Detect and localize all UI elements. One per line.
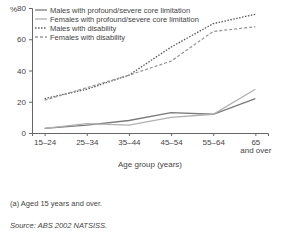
x-tick-mark xyxy=(255,133,256,136)
y-tick-mark xyxy=(29,133,32,134)
x-tick-mark xyxy=(129,133,130,136)
legend-swatch xyxy=(35,18,47,19)
x-tick-label: 55–64 xyxy=(203,138,226,147)
series-line xyxy=(45,27,256,100)
y-tick: 80 xyxy=(17,4,32,13)
y-tick-label: 0 xyxy=(22,129,27,138)
y-tick-label: 20 xyxy=(17,98,26,107)
x-tick: 25–34 xyxy=(76,133,99,147)
note: (a) Aged 15 years and over. xyxy=(10,199,102,208)
x-tick-label: 35–44 xyxy=(118,138,141,147)
legend-label: Males with profound/severe core limitati… xyxy=(50,6,190,15)
x-tick-mark xyxy=(87,133,88,136)
y-tick: 40 xyxy=(17,67,32,76)
x-axis: 15–24 25–34 35–44 45–54 55–64 65and over xyxy=(33,133,272,155)
legend-label: Females with disability xyxy=(50,33,125,42)
y-tick: 0 xyxy=(22,129,32,138)
x-tick: 55–64 xyxy=(203,133,226,147)
x-tick-label: 65and over xyxy=(240,138,271,156)
x-axis-line xyxy=(33,134,269,137)
legend-label: Males with disability xyxy=(50,24,117,33)
x-tick: 45–54 xyxy=(160,133,183,147)
y-axis-line xyxy=(29,9,33,134)
x-tick: 65and over xyxy=(240,133,271,155)
legend-swatch xyxy=(35,36,47,37)
note: Source: ABS 2002 NATSISS. xyxy=(10,221,107,230)
x-tick-mark xyxy=(213,133,214,136)
y-axis: 0 20 40 60 80 xyxy=(17,4,32,138)
y-tick-mark xyxy=(29,39,32,40)
y-tick-mark xyxy=(29,102,32,103)
y-axis-title: % xyxy=(10,5,17,14)
legend-label: Females with profound/severe core limita… xyxy=(50,15,199,24)
y-tick-label: 40 xyxy=(17,67,26,76)
legend-swatch xyxy=(35,27,47,28)
y-tick-label: 60 xyxy=(17,35,26,44)
series-line xyxy=(45,89,256,128)
y-tick-mark xyxy=(29,71,32,72)
legend-swatch xyxy=(35,9,47,10)
y-tick-label: 80 xyxy=(17,4,26,13)
lines xyxy=(45,14,256,128)
y-tick-mark xyxy=(29,8,32,9)
x-tick-label: 15–24 xyxy=(34,138,57,147)
x-axis-title: Age group (years) xyxy=(118,160,182,169)
chart: 0 20 40 60 80 15–24 25–34 35–44 45–54 55–64 65and … xyxy=(0,0,282,250)
y-tick: 20 xyxy=(17,98,32,107)
x-tick-mark xyxy=(171,133,172,136)
series-line xyxy=(45,99,256,129)
x-tick-label: 25–34 xyxy=(76,138,99,147)
y-tick: 60 xyxy=(17,35,32,44)
x-tick-label: 45–54 xyxy=(160,138,183,147)
x-tick: 35–44 xyxy=(118,133,141,147)
legend: Males with profound/severe core limitati… xyxy=(35,6,199,42)
x-tick-mark xyxy=(45,133,46,136)
x-tick: 15–24 xyxy=(34,133,57,147)
series-line xyxy=(45,14,256,98)
